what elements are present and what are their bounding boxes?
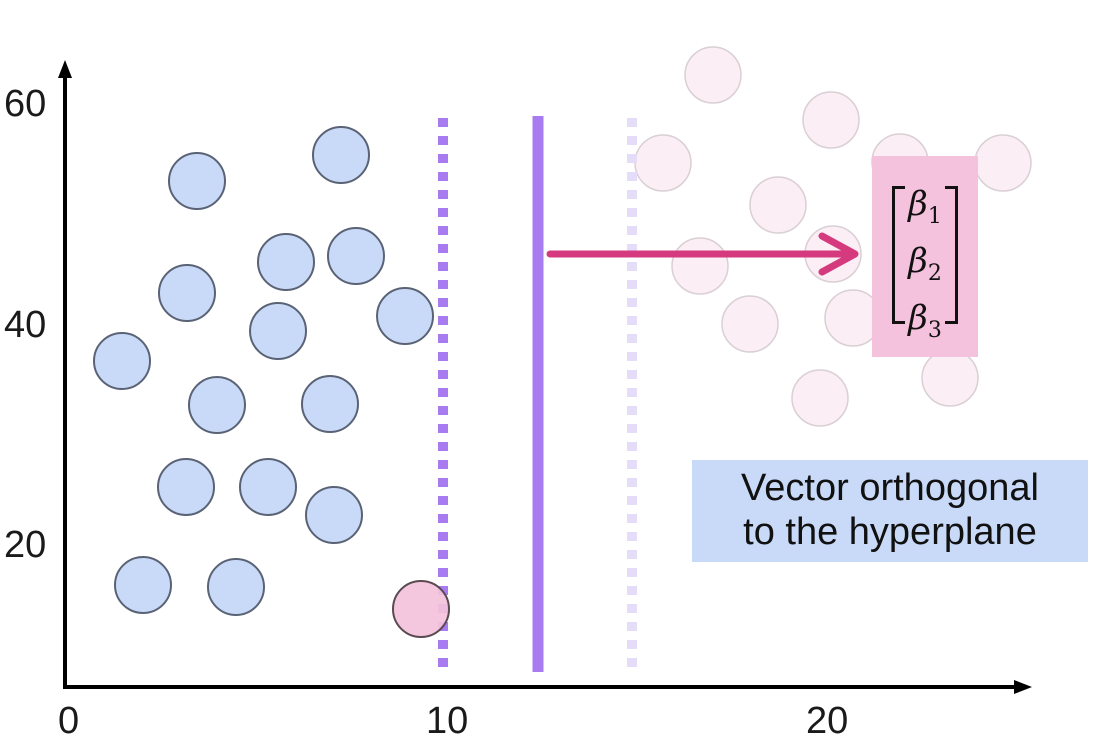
caption-line-2: to the hyperplane	[743, 511, 1037, 553]
data-point	[257, 233, 315, 291]
blue-points	[93, 126, 434, 616]
data-point	[157, 458, 215, 516]
data-point	[684, 46, 742, 104]
x-tick-10: 10	[426, 700, 469, 742]
data-point	[749, 176, 807, 234]
beta-vector: β1 β2 β3	[872, 182, 978, 352]
data-point	[301, 375, 359, 433]
y-tick-40: 40	[4, 304, 47, 346]
beta-2: β2	[908, 240, 942, 286]
data-point	[305, 486, 363, 544]
y-tick-60: 60	[4, 83, 47, 125]
data-point	[634, 134, 692, 192]
left-bracket	[892, 186, 905, 324]
data-point	[791, 369, 849, 427]
right-bracket	[945, 186, 958, 324]
beta-vector-box: β1 β2 β3	[872, 156, 978, 357]
data-point	[93, 332, 151, 390]
data-point	[239, 458, 297, 516]
axes	[58, 60, 1032, 694]
data-point	[721, 295, 779, 353]
misclassified-pink-point	[392, 580, 450, 638]
x-axis-arrowhead-icon	[1014, 680, 1032, 694]
caption-box: Vector orthogonal to the hyperplane	[692, 460, 1088, 562]
data-point	[671, 237, 729, 295]
data-point	[249, 302, 307, 360]
orthogonal-vector-arrow	[546, 232, 859, 276]
beta-3: β3	[908, 297, 942, 343]
y-axis-arrowhead-icon	[58, 60, 72, 78]
caption-line-1: Vector orthogonal	[741, 467, 1039, 509]
beta-1: β1	[908, 184, 942, 229]
data-point	[802, 91, 860, 149]
data-point	[207, 558, 265, 616]
x-tick-20: 20	[806, 700, 849, 742]
y-tick-20: 20	[4, 524, 47, 566]
data-point	[114, 556, 172, 614]
data-point	[312, 126, 370, 184]
data-point	[376, 287, 434, 345]
x-tick-0: 0	[58, 700, 80, 742]
data-point	[921, 349, 979, 407]
data-point	[158, 264, 216, 322]
data-point	[188, 376, 246, 434]
data-point	[168, 152, 226, 210]
data-point	[974, 134, 1032, 192]
data-point	[327, 227, 385, 285]
